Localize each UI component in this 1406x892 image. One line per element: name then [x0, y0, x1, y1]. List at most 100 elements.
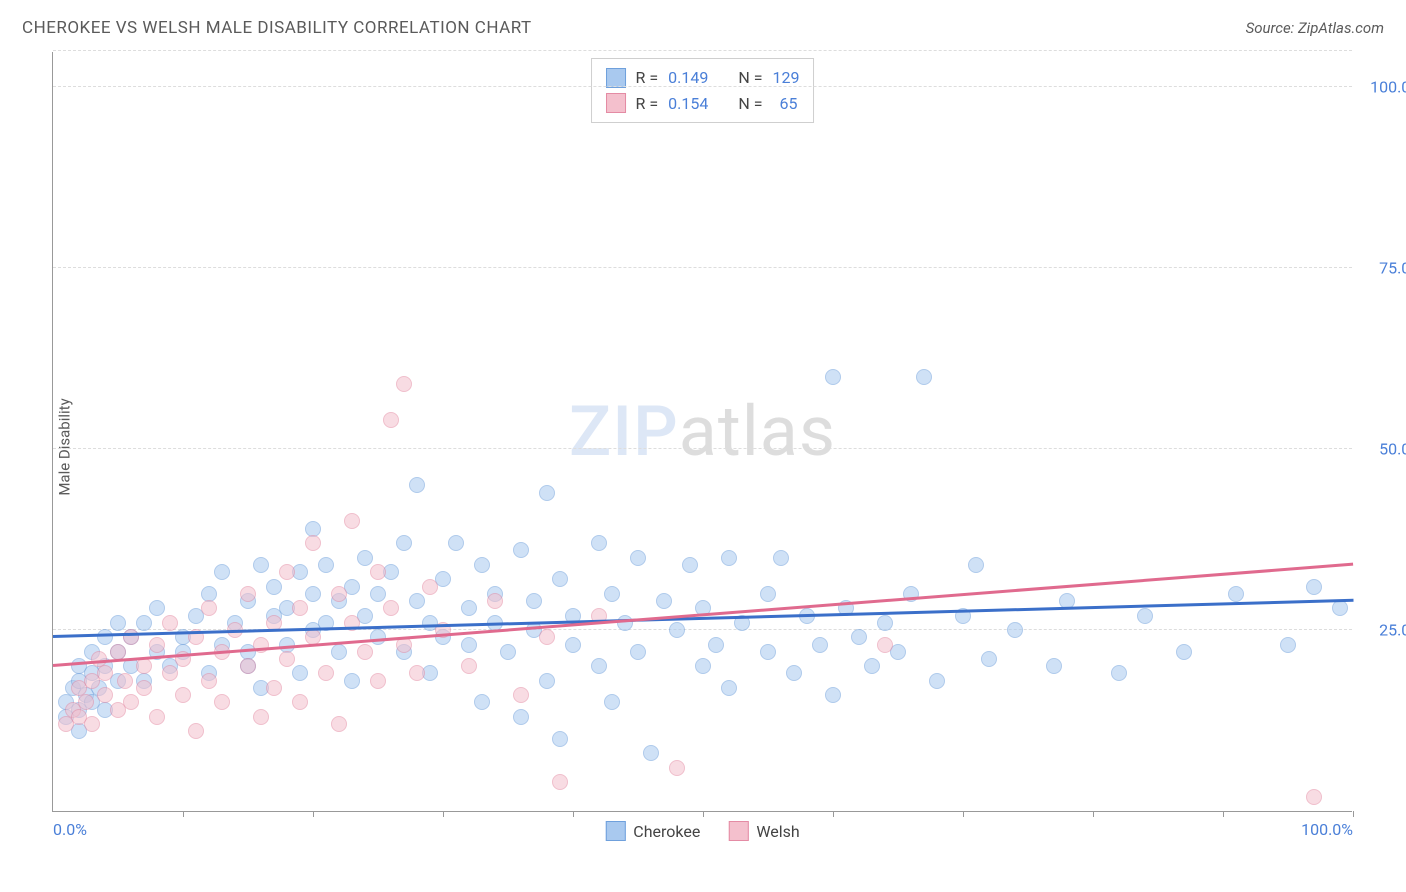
- watermark: ZIPatlas: [569, 391, 836, 473]
- x-tick-mark: [183, 811, 184, 817]
- data-point: [409, 665, 425, 681]
- data-point: [331, 586, 347, 602]
- data-point: [539, 485, 555, 501]
- x-tick-mark: [1353, 811, 1354, 817]
- data-point: [357, 550, 373, 566]
- data-point: [708, 637, 724, 653]
- data-point: [539, 629, 555, 645]
- x-tick-mark: [1093, 811, 1094, 817]
- data-point: [552, 774, 568, 790]
- stat-r-value-welsh: 0.154: [668, 91, 708, 117]
- data-point: [604, 586, 620, 602]
- data-point: [370, 564, 386, 580]
- x-tick-mark: [573, 811, 574, 817]
- scatter-plot: ZIPatlas R = 0.149 N = 129 R = 0.154 N =…: [52, 52, 1352, 812]
- stat-r-label: R =: [636, 91, 659, 117]
- data-point: [474, 557, 490, 573]
- gridline: [53, 267, 1352, 268]
- legend-label-cherokee: Cherokee: [633, 822, 700, 841]
- data-point: [370, 586, 386, 602]
- data-point: [877, 615, 893, 631]
- data-point: [656, 593, 672, 609]
- data-point: [760, 644, 776, 660]
- source-attribution: Source: ZipAtlas.com: [1246, 19, 1384, 37]
- data-point: [318, 665, 334, 681]
- data-point: [773, 550, 789, 566]
- data-point: [500, 644, 516, 660]
- data-point: [422, 579, 438, 595]
- data-point: [513, 709, 529, 725]
- data-point: [552, 571, 568, 587]
- data-point: [929, 673, 945, 689]
- data-point: [786, 665, 802, 681]
- data-point: [1228, 586, 1244, 602]
- data-point: [344, 673, 360, 689]
- data-point: [357, 644, 373, 660]
- data-point: [461, 637, 477, 653]
- data-point: [1332, 600, 1348, 616]
- gridline: [53, 86, 1352, 87]
- data-point: [136, 680, 152, 696]
- data-point: [695, 658, 711, 674]
- data-point: [110, 644, 126, 660]
- x-tick-mark: [1223, 811, 1224, 817]
- data-point: [201, 673, 217, 689]
- data-point: [149, 637, 165, 653]
- data-point: [630, 644, 646, 660]
- data-point: [760, 586, 776, 602]
- data-point: [565, 637, 581, 653]
- data-point: [604, 694, 620, 710]
- x-tick-label: 0.0%: [53, 820, 87, 839]
- data-point: [97, 665, 113, 681]
- x-tick-mark: [963, 811, 964, 817]
- data-point: [84, 716, 100, 732]
- y-tick-label: 25.0%: [1362, 621, 1406, 640]
- data-point: [383, 600, 399, 616]
- data-point: [136, 658, 152, 674]
- data-point: [318, 557, 334, 573]
- data-point: [331, 644, 347, 660]
- data-point: [487, 593, 503, 609]
- data-point: [526, 593, 542, 609]
- data-point: [266, 680, 282, 696]
- data-point: [1280, 637, 1296, 653]
- data-point: [916, 369, 932, 385]
- watermark-zip: ZIP: [569, 391, 679, 473]
- data-point: [201, 600, 217, 616]
- stat-n-label: N =: [738, 91, 762, 117]
- data-point: [214, 694, 230, 710]
- data-point: [240, 658, 256, 674]
- data-point: [1306, 579, 1322, 595]
- stat-row-welsh: R = 0.154 N = 65: [606, 91, 800, 117]
- data-point: [136, 615, 152, 631]
- data-point: [1046, 658, 1062, 674]
- swatch-cherokee: [606, 68, 626, 88]
- x-tick-mark: [313, 811, 314, 817]
- stat-n-value-welsh: 65: [772, 91, 797, 117]
- data-point: [877, 637, 893, 653]
- data-point: [461, 600, 477, 616]
- data-point: [1111, 665, 1127, 681]
- data-point: [383, 412, 399, 428]
- data-point: [825, 687, 841, 703]
- data-point: [409, 477, 425, 493]
- data-point: [123, 694, 139, 710]
- stat-legend: R = 0.149 N = 129 R = 0.154 N = 65: [591, 58, 815, 123]
- data-point: [617, 615, 633, 631]
- x-tick-mark: [443, 811, 444, 817]
- watermark-atlas: atlas: [679, 391, 836, 473]
- data-point: [117, 673, 133, 689]
- data-point: [110, 615, 126, 631]
- data-point: [97, 687, 113, 703]
- data-point: [396, 376, 412, 392]
- swatch-welsh: [728, 821, 748, 841]
- x-tick-mark: [703, 811, 704, 817]
- data-point: [539, 673, 555, 689]
- data-point: [266, 579, 282, 595]
- data-point: [175, 687, 191, 703]
- data-point: [253, 709, 269, 725]
- gridline: [53, 50, 1352, 51]
- x-tick-mark: [833, 811, 834, 817]
- data-point: [305, 535, 321, 551]
- data-point: [513, 687, 529, 703]
